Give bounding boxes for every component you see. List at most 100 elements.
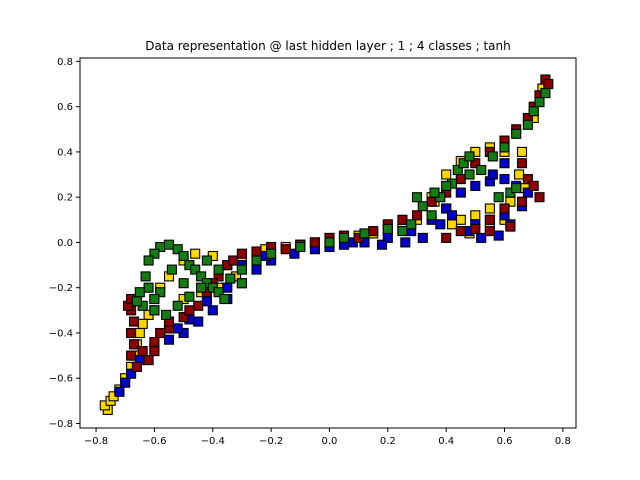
- data-point: [251, 255, 262, 266]
- data-point: [516, 158, 528, 169]
- data-point: [411, 210, 423, 221]
- data-point: [155, 327, 166, 339]
- data-point: [382, 223, 393, 234]
- data-point: [172, 323, 183, 334]
- y-tick-label: 0.4: [57, 147, 73, 158]
- data-point: [149, 293, 160, 305]
- data-point: [114, 386, 125, 397]
- data-point: [201, 296, 212, 307]
- data-point: [493, 230, 504, 241]
- data-point: [464, 169, 475, 180]
- data-point: [201, 255, 212, 266]
- x-tick-label: −0.4: [201, 436, 225, 447]
- data-point: [236, 278, 247, 289]
- data-point: [166, 264, 177, 275]
- y-tick-label: −0.2: [49, 283, 73, 294]
- data-point: [193, 316, 204, 327]
- data-point: [376, 239, 388, 250]
- data-point: [441, 169, 452, 180]
- data-point: [516, 146, 528, 157]
- data-point: [455, 187, 466, 198]
- data-point: [417, 232, 428, 243]
- data-point: [196, 282, 207, 293]
- y-tick-label: 0.8: [57, 57, 73, 68]
- data-point: [251, 264, 262, 275]
- x-tick-label: 0.2: [380, 436, 396, 447]
- data-point: [446, 219, 458, 230]
- data-point: [137, 318, 148, 329]
- data-point: [464, 151, 475, 162]
- data-point: [126, 350, 137, 361]
- data-point: [128, 339, 140, 350]
- x-tick-label: 0.6: [497, 436, 513, 447]
- x-tick-label: −0.6: [142, 436, 166, 447]
- data-point: [455, 226, 466, 237]
- data-point: [455, 174, 466, 185]
- data-point: [435, 219, 446, 230]
- data-point: [128, 316, 140, 327]
- data-point: [295, 241, 306, 253]
- y-axis: −0.8 −0.6 −0.4 −0.2 0.0 0.2 0.4 0.6 0.8: [49, 57, 80, 430]
- data-point: [441, 232, 452, 243]
- data-point: [476, 164, 487, 176]
- data-point: [522, 174, 533, 185]
- data-point: [140, 271, 151, 282]
- data-point: [534, 192, 545, 203]
- data-point: [143, 355, 154, 366]
- data-point: [266, 248, 277, 259]
- y-tick-label: 0.2: [57, 193, 73, 204]
- data-point: [172, 244, 183, 255]
- plot-area-frame: [79, 57, 577, 429]
- data-point: [190, 264, 201, 275]
- data-point: [441, 203, 452, 214]
- data-point: [511, 128, 522, 139]
- data-point: [143, 255, 154, 266]
- data-point: [505, 221, 516, 232]
- data-point: [499, 203, 510, 214]
- data-point: [484, 214, 495, 225]
- data-point: [196, 271, 207, 282]
- data-point: [528, 180, 539, 191]
- data-point: [484, 226, 495, 237]
- data-point: [225, 273, 236, 284]
- y-tick-label: 0.6: [57, 102, 73, 113]
- data-point: [236, 264, 247, 275]
- data-point: [411, 192, 423, 203]
- data-point: [251, 246, 262, 257]
- y-tick-label: 0.0: [57, 238, 73, 249]
- data-point: [499, 174, 510, 185]
- data-point: [324, 237, 335, 248]
- data-point: [499, 158, 510, 169]
- data-point: [137, 346, 148, 357]
- data-point: [406, 219, 417, 230]
- data-point: [193, 300, 204, 311]
- y-tick-label: −0.6: [49, 374, 73, 385]
- data-point: [163, 334, 175, 345]
- data-point: [149, 336, 160, 348]
- data-point: [426, 196, 437, 207]
- data-point: [207, 305, 218, 316]
- data-point: [155, 287, 166, 298]
- data-point: [309, 237, 320, 248]
- data-point: [487, 151, 498, 162]
- data-point: [236, 248, 247, 259]
- data-point: [522, 187, 533, 198]
- data-point: [149, 346, 160, 357]
- data-point: [184, 291, 195, 302]
- data-point: [219, 293, 230, 305]
- data-point: [493, 192, 504, 203]
- data-point: [213, 264, 224, 275]
- data-point: [528, 106, 539, 117]
- data-point: [397, 214, 408, 225]
- data-point: [400, 237, 411, 248]
- x-tick-label: −0.8: [84, 436, 108, 447]
- data-point: [516, 196, 528, 207]
- data-point: [452, 164, 463, 176]
- x-tick-label: 0.8: [555, 436, 571, 447]
- data-point: [178, 312, 189, 323]
- data-point: [429, 187, 440, 198]
- data-point: [134, 327, 145, 339]
- data-point: [514, 169, 525, 180]
